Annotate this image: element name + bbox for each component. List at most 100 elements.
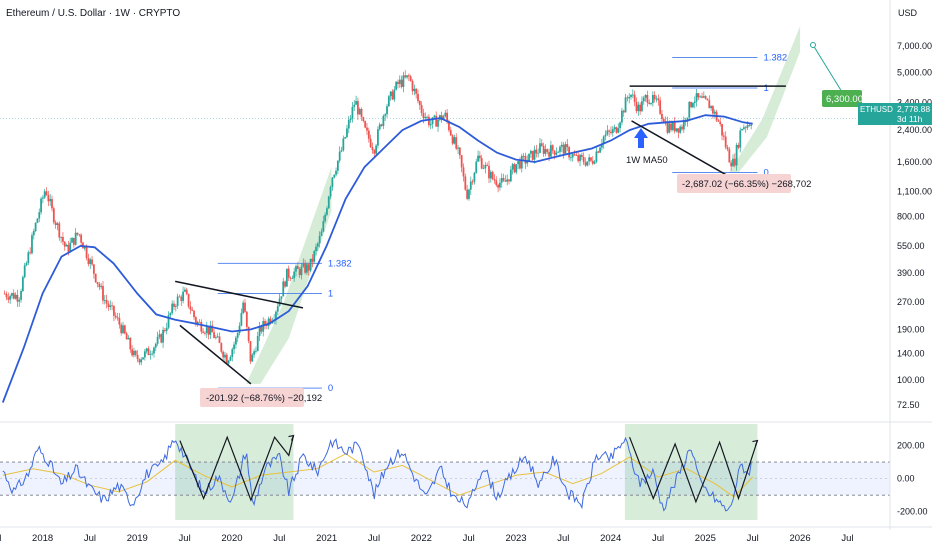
candle-body [182,291,184,301]
candle-body [98,284,101,288]
candle-body [63,241,66,247]
drop-2025-text: -2,687.02 (−66.35%) −268,702 [682,179,811,190]
candle-body [12,293,15,299]
candle-body [282,281,285,297]
price-tick-2: 3,400.00 [897,98,932,108]
candle-body [51,199,53,209]
candle-body [508,179,510,182]
candle-body [129,338,132,350]
candle-body [369,138,372,148]
candle-body [568,147,571,158]
candle-body [651,94,654,104]
candle-body [31,235,33,254]
candle-body [750,125,753,126]
candle-body [187,293,190,307]
candle-body [233,344,235,350]
candle-body [404,75,407,78]
fib-label-2020-1: 1 [328,289,333,300]
trendline-2019-wedge-bottom [179,324,252,385]
candle-body [163,329,166,331]
candle-body [216,336,219,338]
candle-body [366,127,368,131]
ma50-line [1,114,753,403]
candle-body [646,95,649,103]
candle-body [213,332,215,338]
candle-body [422,113,425,119]
candle-body [32,230,35,236]
candle-body [298,268,301,276]
candle-body [123,325,126,334]
candle-body [154,343,157,348]
candle-body [158,334,161,337]
candle-body [231,349,234,357]
candle-body [635,101,638,112]
candle-body [446,112,449,121]
rsi-axis[interactable]: 200.00 0.00 -200.00 [897,441,928,517]
candle-body [644,95,647,98]
rsi-line [2,436,752,512]
candle-body [717,120,720,122]
candle-body [322,221,325,232]
rsi-green-box-1 [624,424,758,520]
candle-body [109,305,112,308]
candle-body [393,89,396,100]
price-tick-4: 1,600.00 [897,157,932,167]
candle-body [16,294,19,302]
candle-body [733,158,736,166]
candle-body [198,321,201,323]
candle-body [23,265,26,278]
candle-body [346,128,348,138]
candle-body [562,144,565,154]
candle-body [639,104,642,112]
candle-body [677,128,680,133]
candle-body [140,359,143,363]
candle-body [318,235,321,244]
candle-body [242,302,245,314]
candle-body [693,101,696,104]
candle-body [36,218,39,223]
chart-title: Ethereum / U.S. Dollar · 1W · CRYPTO [6,8,180,19]
candle-body [400,79,403,87]
candle-body [41,197,44,199]
candle-body [72,237,75,245]
candle-body [222,351,225,358]
time-tick-3: 2019 [127,533,148,544]
candle-body [275,311,277,320]
candle-body [326,208,328,215]
last-price-value: 2,778.88 [897,104,930,114]
candle-body [642,97,645,102]
candle-body [227,360,230,364]
candle-body [391,91,394,100]
candle-body [267,318,270,326]
candle-body [9,295,12,300]
candle-body [100,286,103,288]
candle-body [426,116,428,118]
candle-body [606,130,609,135]
candle-body [559,146,561,152]
candle-body [220,343,223,352]
candle-body [593,161,596,164]
candle-body [127,338,130,340]
candle-body [688,101,691,118]
candle-body [537,152,540,154]
candle-body [258,326,261,337]
candle-body [378,124,381,130]
candle-body [522,155,525,157]
candle-body [597,151,600,153]
candle-body [517,161,520,165]
candle-body [351,106,354,119]
candle-body [544,149,547,154]
candle-body [464,176,467,190]
candle-body [398,79,401,84]
candle-body [125,333,128,340]
time-axis[interactable]: Jul 2018 Jul 2019 Jul 2020 Jul 2021 Jul 2022 Jul 20… [0,526,932,544]
candle-body [570,157,572,159]
arrowhead-icon [288,434,295,441]
price-axis[interactable]: 7,000.00 5,000.00 3,400.00 2,400.00 1,600.00… [889,0,932,530]
candle-body [344,137,347,139]
time-tick-2: Jul [84,533,96,544]
candle-body [615,127,618,133]
price-tick-7: 550.00 [897,241,925,251]
candle-body [631,94,634,96]
